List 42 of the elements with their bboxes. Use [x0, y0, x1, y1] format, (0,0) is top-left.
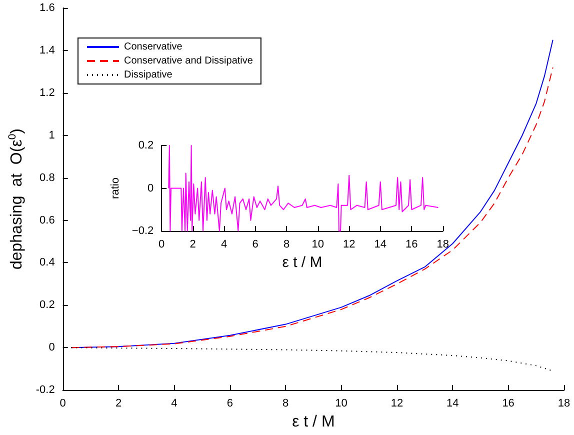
y-axis-title: dephasing at O(ε0) [8, 128, 26, 270]
x-tick-label: 8 [282, 398, 289, 410]
x-axis-title: ε t / M [292, 414, 335, 430]
line-series [168, 145, 439, 232]
x-tick-label: 2 [115, 398, 122, 410]
legend-label: Conservative and Dissipative [124, 56, 254, 66]
x-tick-label: 6 [252, 238, 258, 250]
x-tick-label: 14 [446, 398, 459, 410]
y-tick-label: -0.2 [36, 384, 55, 396]
x-tick-label: 4 [171, 398, 178, 410]
y-tick-label: 0 [48, 342, 55, 354]
legend-label: Dissipative [124, 70, 173, 80]
x-tick-label: 6 [226, 398, 233, 410]
x-tick-label: 2 [190, 238, 196, 250]
x-tick-label: 4 [221, 238, 228, 250]
legend-label: Conservative [124, 42, 183, 52]
x-tick-label: 10 [312, 238, 324, 250]
y-tick-label: 0.6 [40, 214, 55, 226]
x-tick-label: 10 [335, 398, 348, 410]
y-tick-label: −0.2 [132, 225, 154, 237]
x-tick-label: 8 [284, 238, 290, 250]
y-tick-label: 1 [48, 129, 55, 142]
x-tick-label: 18 [558, 398, 570, 410]
x-axis-title: ε t / M [282, 254, 322, 271]
y-tick-label: 0.2 [40, 299, 55, 312]
x-tick-label: 12 [390, 398, 404, 410]
y-tick-label: 1.2 [40, 86, 55, 99]
x-tick-label: 12 [343, 238, 356, 250]
y-tick-label: 0 [147, 182, 154, 194]
x-tick-label: 18 [436, 238, 450, 250]
x-tick-label: 16 [406, 238, 418, 250]
x-tick-label: 16 [502, 398, 514, 410]
line-series [70, 347, 554, 372]
y-tick-label: 1.6 [40, 2, 55, 14]
y-axis-title: ratio [110, 178, 122, 199]
x-tick-label: 0 [60, 398, 66, 410]
x-tick-label: 0 [158, 238, 165, 250]
y-tick-label: 0.8 [40, 172, 55, 184]
y-tick-label: 0.4 [40, 256, 55, 269]
x-tick-label: 14 [374, 238, 387, 250]
y-tick-label: 1.4 [40, 44, 55, 56]
y-tick-label: 0.2 [138, 140, 154, 152]
